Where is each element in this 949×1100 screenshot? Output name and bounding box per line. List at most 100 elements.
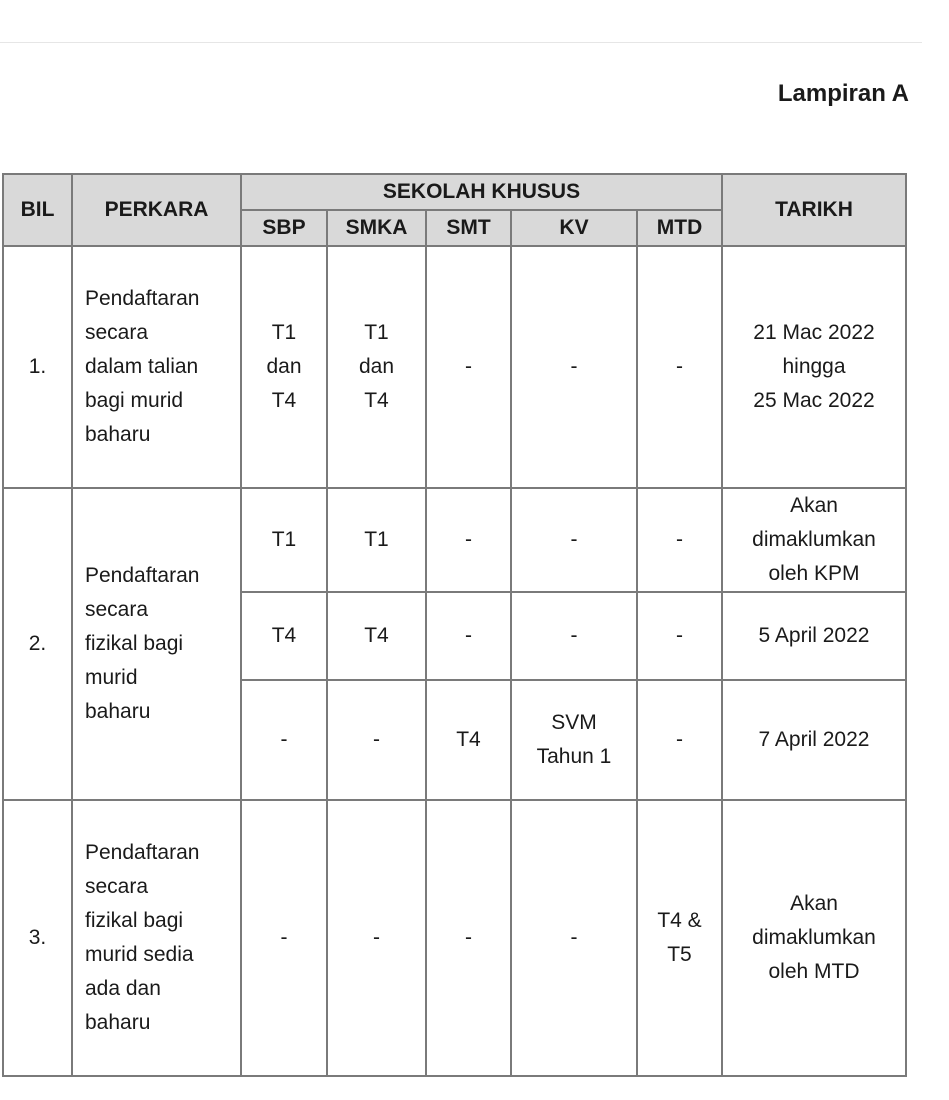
perkara-cell-text: fizikal bagi [85,632,184,655]
perkara-cell-text: secara [85,598,149,621]
smka-cell: T1 dan T4 [326,245,427,489]
kv-cell-text: Tahun 1 [536,745,612,768]
sbp-cell: T4 [240,591,328,681]
kv-cell-text: - [570,528,578,551]
tarikh-cell-text: 21 Mac 2022 [753,321,875,344]
kv-cell: - [510,591,638,681]
smt-cell: - [425,245,512,489]
mtd-cell: - [636,245,723,489]
header-smt: SMT [425,209,512,247]
header-row: BIL PERKARA SEKOLAH KHUSUS TARIKH [2,173,907,247]
tarikh-cell-text: dimaklumkan [752,528,876,551]
smt-cell: T4 [425,679,512,801]
header-mtd: MTD [636,209,723,247]
perkara-cell: Pendaftaran secara fizikal bagi murid sedia… [71,799,242,1077]
kv-cell: - [510,487,638,593]
perkara-cell-text: secara [85,321,149,344]
perkara-cell-text: baharu [85,1011,151,1034]
bil-cell: 3. [2,799,73,1077]
document-label: Lampiran A [777,80,909,107]
mtd-cell-text: - [676,528,683,551]
header-kv: KV [510,209,638,247]
smt-cell-text: - [465,624,472,647]
sbp-cell-text: T1 [271,321,297,344]
table-row: 3. Pendaftaran secara fizikal bagi murid sed… [2,799,907,1077]
header-sekolah-khusus: SEKOLAH KHUSUS [240,173,723,211]
tarikh-cell-text: hingga [782,355,846,378]
bil-cell-text: 1. [28,355,47,378]
mtd-cell: - [636,679,723,801]
smt-cell-text: - [465,926,472,949]
tarikh-cell-text: 25 Mac 2022 [753,389,875,412]
mtd-cell: T4 & T5 [636,799,723,1077]
table-row: - - T4 SVM Tahun 1 - 7 April 2022 [3,679,907,801]
kv-cell: - [510,799,638,1077]
smt-cell: - [425,591,512,681]
header-smka: SMKA [326,209,427,247]
perkara-cell-text: Pendaftaran [85,841,200,864]
smt-cell: - [425,487,512,593]
sbp-cell-text: T1 [271,528,297,551]
mtd-cell-text: - [676,624,683,647]
smka-cell-text: T1 [364,528,389,551]
kv-cell-text: - [570,355,578,378]
sbp-cell-text: T4 [271,389,297,412]
header-tarikh: TARIKH [721,173,907,247]
perkara-cell-text: fizikal bagi [85,909,184,932]
sbp-cell-text: dan [266,355,302,378]
smt-cell-text: T4 [456,728,481,751]
smt-cell: - [425,799,512,1077]
header-subrow: SBP SMKA SMT KV MTD [3,209,906,247]
header-perkara: PERKARA [71,173,242,247]
sbp-cell-text: - [280,926,288,949]
kv-cell: SVM Tahun 1 [510,679,638,801]
bil-cell: 1. [2,245,73,489]
perkara-cell-text: secara [85,875,149,898]
tarikh-cell-text: 5 April 2022 [758,624,870,647]
header-sbp: SBP [240,209,328,247]
tarikh-cell-text: Akan [790,892,838,915]
table-row: 1. Pendaftaran secara dalam talian bagi muri… [2,245,907,489]
mtd-cell: - [636,487,723,593]
tarikh-cell-text: Akan [790,494,838,517]
kv-cell-text: - [570,624,578,647]
tarikh-cell: 5 April 2022 [721,591,907,681]
table-row: T4 T4 - - - 5 April 2022 [3,591,907,681]
header-bil: BIL [2,173,73,247]
perkara-cell-text: ada dan [85,977,161,1000]
smka-cell-text: T4 [364,624,389,647]
tarikh-cell-text: oleh MTD [768,960,860,983]
sbp-cell: - [240,799,328,1077]
tarikh-cell-text: dimaklumkan [752,926,876,949]
smt-cell-text: - [465,355,472,378]
tarikh-cell: 21 Mac 2022 hingga 25 Mac 2022 [721,245,907,489]
perkara-cell: Pendaftaran secara dalam talian bagi murid b… [71,245,242,489]
perkara-cell-text: murid sedia [85,943,194,966]
sbp-cell-text: T4 [271,624,297,647]
perkara-cell-text: Pendaftaran [85,564,200,587]
perkara-cell: Pendaftaran secara fizikal bagi murid baharu [71,487,242,801]
smka-cell-text: T1 [364,321,389,344]
kv-cell-text: SVM [551,711,597,734]
tarikh-cell-text: 7 April 2022 [758,728,870,751]
smka-cell: - [326,799,427,1077]
smka-cell: T1 [326,487,427,593]
bil-cell-text: 2. [28,632,47,655]
mtd-cell-text: T5 [667,943,692,966]
perkara-cell-text: dalam talian [85,355,199,378]
perkara-cell-text: Pendaftaran [85,287,200,310]
smka-cell-text: dan [358,355,395,378]
mtd-cell: - [636,591,723,681]
sbp-cell: T1 [240,487,328,593]
perkara-cell-text: bagi murid [85,389,184,412]
sbp-cell: T1 dan T4 [240,245,328,489]
bil-cell: 2. [2,487,73,801]
divider [0,42,922,43]
sbp-cell: - [240,679,328,801]
smt-cell-text: - [465,528,472,551]
tarikh-cell: 7 April 2022 [721,679,907,801]
perkara-cell-text: baharu [85,423,151,446]
kv-cell-text: - [570,926,578,949]
smka-cell-text: - [373,926,380,949]
bil-cell-text: 3. [28,926,47,949]
